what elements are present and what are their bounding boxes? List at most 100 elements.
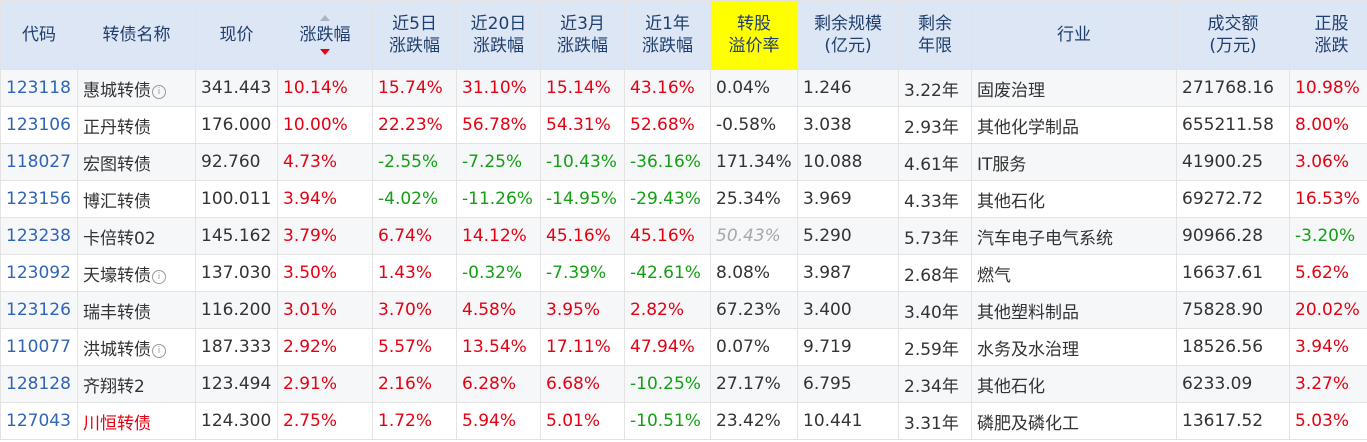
table-row: 110077 洪城转债 i 187.333 2.92% 5.57% 13.54% 17.11%… [0, 328, 1367, 366]
bond-code-link[interactable]: 128128 [0, 365, 78, 403]
info-icon[interactable]: i [152, 84, 166, 99]
y1-cell: -42.61% [624, 254, 711, 292]
d5-cell: 15.74% [372, 69, 457, 107]
header-stock-change[interactable]: 正股 涨跌 [1289, 0, 1367, 70]
stock-change-cell: 3.27% [1289, 365, 1367, 403]
y1-cell: 2.82% [624, 291, 711, 329]
bond-name: 惠城转债 [83, 80, 151, 101]
d5-cell: -2.55% [372, 143, 457, 181]
bond-code-link[interactable]: 123238 [0, 217, 78, 255]
d20-cell: -7.25% [456, 143, 541, 181]
industry-cell: 水务及水治理 [971, 328, 1177, 366]
premium-cell: 8.08% [710, 254, 798, 292]
volume-cell: 69272.72 [1176, 180, 1290, 218]
change-cell: 4.73% [277, 143, 373, 181]
stock-change-cell: 20.02% [1289, 291, 1367, 329]
bond-name-cell[interactable]: 惠城转债 i [77, 69, 196, 107]
volume-cell: 75828.90 [1176, 291, 1290, 329]
bond-code-link[interactable]: 123118 [0, 69, 78, 107]
price-cell: 92.760 [195, 143, 278, 181]
industry-cell: 汽车电子电气系统 [971, 217, 1177, 255]
header-premium[interactable]: 转股 溢价率 [710, 0, 798, 70]
stock-change-cell: 8.00% [1289, 106, 1367, 144]
y1-cell: 43.16% [624, 69, 711, 107]
table-row: 123156 博汇转债 100.011 3.94% -4.02% -11.26% -14.9… [0, 180, 1367, 218]
price-cell: 176.000 [195, 106, 278, 144]
bond-name-cell[interactable]: 齐翔转2 [77, 365, 196, 403]
header-scale[interactable]: 剩余规模 (亿元) [797, 0, 899, 70]
price-cell: 341.443 [195, 69, 278, 107]
m3-cell: 17.11% [540, 328, 625, 366]
stock-change-cell: 3.06% [1289, 143, 1367, 181]
d20-cell: 5.94% [456, 402, 541, 440]
d20-cell: 6.28% [456, 365, 541, 403]
bond-name: 天壕转债 [83, 265, 151, 286]
header-industry[interactable]: 行业 [971, 0, 1177, 70]
d5-cell: 2.16% [372, 365, 457, 403]
d5-cell: 22.23% [372, 106, 457, 144]
bond-code-link[interactable]: 110077 [0, 328, 78, 366]
bond-name-cell[interactable]: 瑞丰转债 [77, 291, 196, 329]
info-icon[interactable]: i [152, 269, 166, 284]
m3-cell: 15.14% [540, 69, 625, 107]
bond-name: 洪城转债 [83, 339, 151, 360]
y1-cell: -10.25% [624, 365, 711, 403]
price-cell: 123.494 [195, 365, 278, 403]
volume-cell: 655211.58 [1176, 106, 1290, 144]
scale-cell: 10.088 [797, 143, 899, 181]
header-code[interactable]: 代码 [0, 0, 78, 70]
stock-change-cell: 16.53% [1289, 180, 1367, 218]
bond-name: 博汇转债 [83, 191, 151, 212]
industry-cell: 其他石化 [971, 180, 1177, 218]
header-name[interactable]: 转债名称 [77, 0, 196, 70]
change-cell: 10.00% [277, 106, 373, 144]
scale-cell: 9.719 [797, 328, 899, 366]
d5-cell: 1.72% [372, 402, 457, 440]
premium-cell: 23.42% [710, 402, 798, 440]
bond-name-cell[interactable]: 正丹转债 [77, 106, 196, 144]
bond-name: 宏图转债 [83, 154, 151, 175]
header-m3[interactable]: 近3月 涨跌幅 [540, 0, 625, 70]
change-cell: 2.92% [277, 328, 373, 366]
change-cell: 3.79% [277, 217, 373, 255]
premium-cell: 67.23% [710, 291, 798, 329]
m3-cell: 6.68% [540, 365, 625, 403]
volume-cell: 41900.25 [1176, 143, 1290, 181]
header-volume[interactable]: 成交额 (万元) [1176, 0, 1290, 70]
header-y1[interactable]: 近1年 涨跌幅 [624, 0, 711, 70]
bond-name-cell[interactable]: 卡倍转02 [77, 217, 196, 255]
bond-code-link[interactable]: 118027 [0, 143, 78, 181]
sort-indicator: 涨跌幅 [300, 15, 351, 55]
m3-cell: -14.95% [540, 180, 625, 218]
industry-cell: 燃气 [971, 254, 1177, 292]
stock-change-cell: 10.98% [1289, 69, 1367, 107]
stock-change-cell: 5.03% [1289, 402, 1367, 440]
header-change[interactable]: 涨跌幅 [277, 0, 373, 70]
header-d20[interactable]: 近20日 涨跌幅 [456, 0, 541, 70]
bond-name-cell[interactable]: 洪城转债 i [77, 328, 196, 366]
y1-cell: -10.51% [624, 402, 711, 440]
bond-code-link[interactable]: 123126 [0, 291, 78, 329]
bond-name-cell[interactable]: 宏图转债 [77, 143, 196, 181]
d20-cell: 31.10% [456, 69, 541, 107]
m3-cell: 5.01% [540, 402, 625, 440]
price-cell: 137.030 [195, 254, 278, 292]
info-icon[interactable]: i [152, 343, 166, 358]
header-term[interactable]: 剩余 年限 [898, 0, 972, 70]
table-row: 123238 卡倍转02 145.162 3.79% 6.74% 14.12% 45.16%… [0, 217, 1367, 255]
bond-code-link[interactable]: 123092 [0, 254, 78, 292]
bond-name-cell[interactable]: 天壕转债 i [77, 254, 196, 292]
bond-code-link[interactable]: 127043 [0, 402, 78, 440]
volume-cell: 16637.61 [1176, 254, 1290, 292]
bond-name-cell[interactable]: 川恒转债 [77, 402, 196, 440]
header-price[interactable]: 现价 [195, 0, 278, 70]
bond-name-cell[interactable]: 博汇转债 [77, 180, 196, 218]
header-d5[interactable]: 近5日 涨跌幅 [372, 0, 457, 70]
bond-code-link[interactable]: 123106 [0, 106, 78, 144]
term-cell: 2.59年 [898, 328, 972, 366]
bond-code-link[interactable]: 123156 [0, 180, 78, 218]
table-row: 123118 惠城转债 i 341.443 10.14% 15.74% 31.10% 15.1… [0, 69, 1367, 107]
bond-name: 正丹转债 [83, 117, 151, 138]
stock-change-cell: -3.20% [1289, 217, 1367, 255]
term-cell: 2.93年 [898, 106, 972, 144]
